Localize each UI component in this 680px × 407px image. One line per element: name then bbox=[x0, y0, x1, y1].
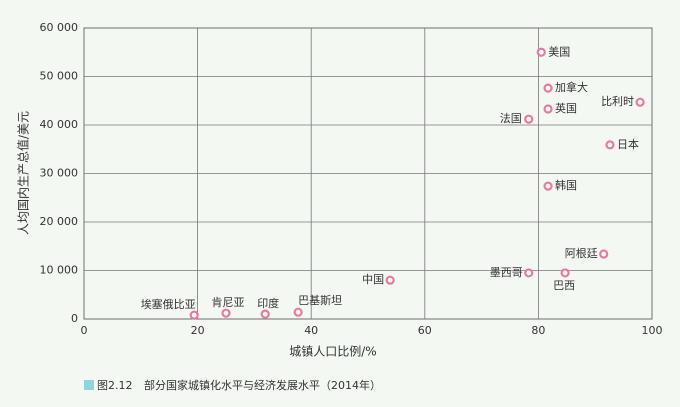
point bbox=[260, 309, 270, 319]
x-tick-label: 0 bbox=[81, 324, 88, 337]
caption-number: 图2.12 bbox=[97, 379, 133, 392]
y-tick-label: 60 000 bbox=[40, 21, 79, 34]
point-label: 巴基斯坦 bbox=[298, 293, 342, 307]
point-label: 英国 bbox=[555, 101, 577, 115]
point-label: 埃塞俄比亚 bbox=[141, 297, 196, 311]
y-tick-label: 30 000 bbox=[40, 167, 79, 180]
point bbox=[293, 307, 303, 317]
y-tick-label: 10 000 bbox=[40, 264, 79, 277]
x-tick-label: 20 bbox=[191, 324, 205, 337]
point-label: 巴西 bbox=[553, 279, 575, 292]
point bbox=[560, 268, 570, 278]
point bbox=[543, 104, 553, 114]
point bbox=[635, 97, 645, 107]
caption-icon bbox=[84, 380, 94, 390]
point bbox=[543, 181, 553, 191]
point bbox=[599, 249, 609, 259]
point bbox=[524, 114, 534, 124]
point-label: 美国 bbox=[548, 45, 570, 58]
x-axis-label: 城镇人口比例/% bbox=[289, 345, 376, 359]
point bbox=[524, 268, 534, 278]
x-tick-label: 80 bbox=[531, 324, 545, 337]
y-tick-label: 40 000 bbox=[40, 118, 79, 131]
point bbox=[189, 310, 199, 320]
y-axis-label: 人均国内生产总值/美元 bbox=[16, 111, 31, 235]
y-tick-label: 20 000 bbox=[40, 215, 79, 228]
point-label: 印度 bbox=[257, 296, 279, 310]
point bbox=[605, 140, 615, 150]
point-label: 韩国 bbox=[555, 178, 577, 192]
point bbox=[536, 47, 546, 57]
y-tick-label: 0 bbox=[71, 312, 78, 325]
point-label: 中国 bbox=[362, 273, 384, 286]
point-label: 墨西哥 bbox=[490, 266, 523, 279]
point-label: 阿根廷 bbox=[565, 246, 598, 260]
point-label: 加拿大 bbox=[555, 80, 588, 94]
point bbox=[543, 83, 553, 93]
point bbox=[385, 275, 395, 285]
x-tick-label: 100 bbox=[642, 324, 663, 337]
point-label: 法国 bbox=[500, 111, 522, 125]
x-tick-label: 40 bbox=[304, 324, 318, 337]
point-label: 比利时 bbox=[601, 95, 634, 108]
x-tick-label: 60 bbox=[418, 324, 432, 337]
point bbox=[221, 308, 231, 318]
point-label: 肯尼亚 bbox=[212, 296, 245, 309]
y-tick-label: 50 000 bbox=[40, 70, 79, 83]
point-label: 日本 bbox=[617, 137, 639, 151]
caption-text: 部分国家城镇化水平与经济发展水平（2014年） bbox=[144, 378, 381, 392]
